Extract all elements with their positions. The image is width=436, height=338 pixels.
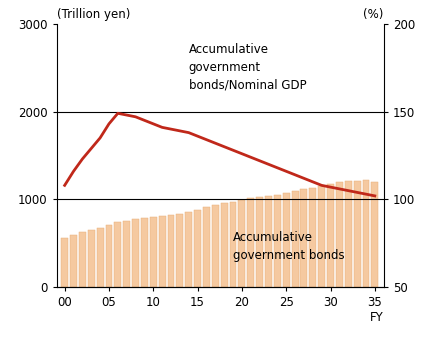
Bar xyxy=(61,238,68,287)
Bar xyxy=(292,191,299,287)
Bar xyxy=(318,186,325,287)
Bar xyxy=(70,235,77,287)
Bar xyxy=(221,203,228,287)
Bar xyxy=(203,207,210,287)
Bar xyxy=(106,225,112,287)
Text: Accumulative
government
bonds/Nominal GDP: Accumulative government bonds/Nominal GD… xyxy=(189,43,307,92)
Bar xyxy=(79,232,86,287)
Bar xyxy=(354,180,361,287)
Bar xyxy=(88,230,95,287)
Bar xyxy=(185,212,192,287)
Bar xyxy=(309,188,316,287)
Bar xyxy=(177,214,183,287)
Bar xyxy=(256,197,263,287)
Text: (%): (%) xyxy=(363,8,384,21)
Bar xyxy=(371,182,378,287)
Text: (Trillion yen): (Trillion yen) xyxy=(57,8,130,21)
Bar xyxy=(97,228,104,287)
Bar xyxy=(238,200,245,287)
Bar xyxy=(300,189,307,287)
Bar xyxy=(265,196,272,287)
Bar xyxy=(123,221,130,287)
Bar xyxy=(150,217,157,287)
Bar xyxy=(327,184,334,287)
Bar xyxy=(167,215,174,287)
Bar xyxy=(274,195,281,287)
Bar xyxy=(247,198,254,287)
Bar xyxy=(194,210,201,287)
Bar xyxy=(336,182,343,287)
Text: Accumulative
government bonds: Accumulative government bonds xyxy=(233,231,344,262)
Bar xyxy=(132,219,139,287)
Bar xyxy=(159,216,166,287)
Bar xyxy=(283,193,290,287)
Bar xyxy=(141,218,148,287)
Bar xyxy=(230,201,236,287)
Bar xyxy=(114,222,121,287)
Text: FY: FY xyxy=(370,311,384,324)
Bar xyxy=(345,182,352,287)
Bar xyxy=(362,179,369,287)
Bar xyxy=(212,205,219,287)
